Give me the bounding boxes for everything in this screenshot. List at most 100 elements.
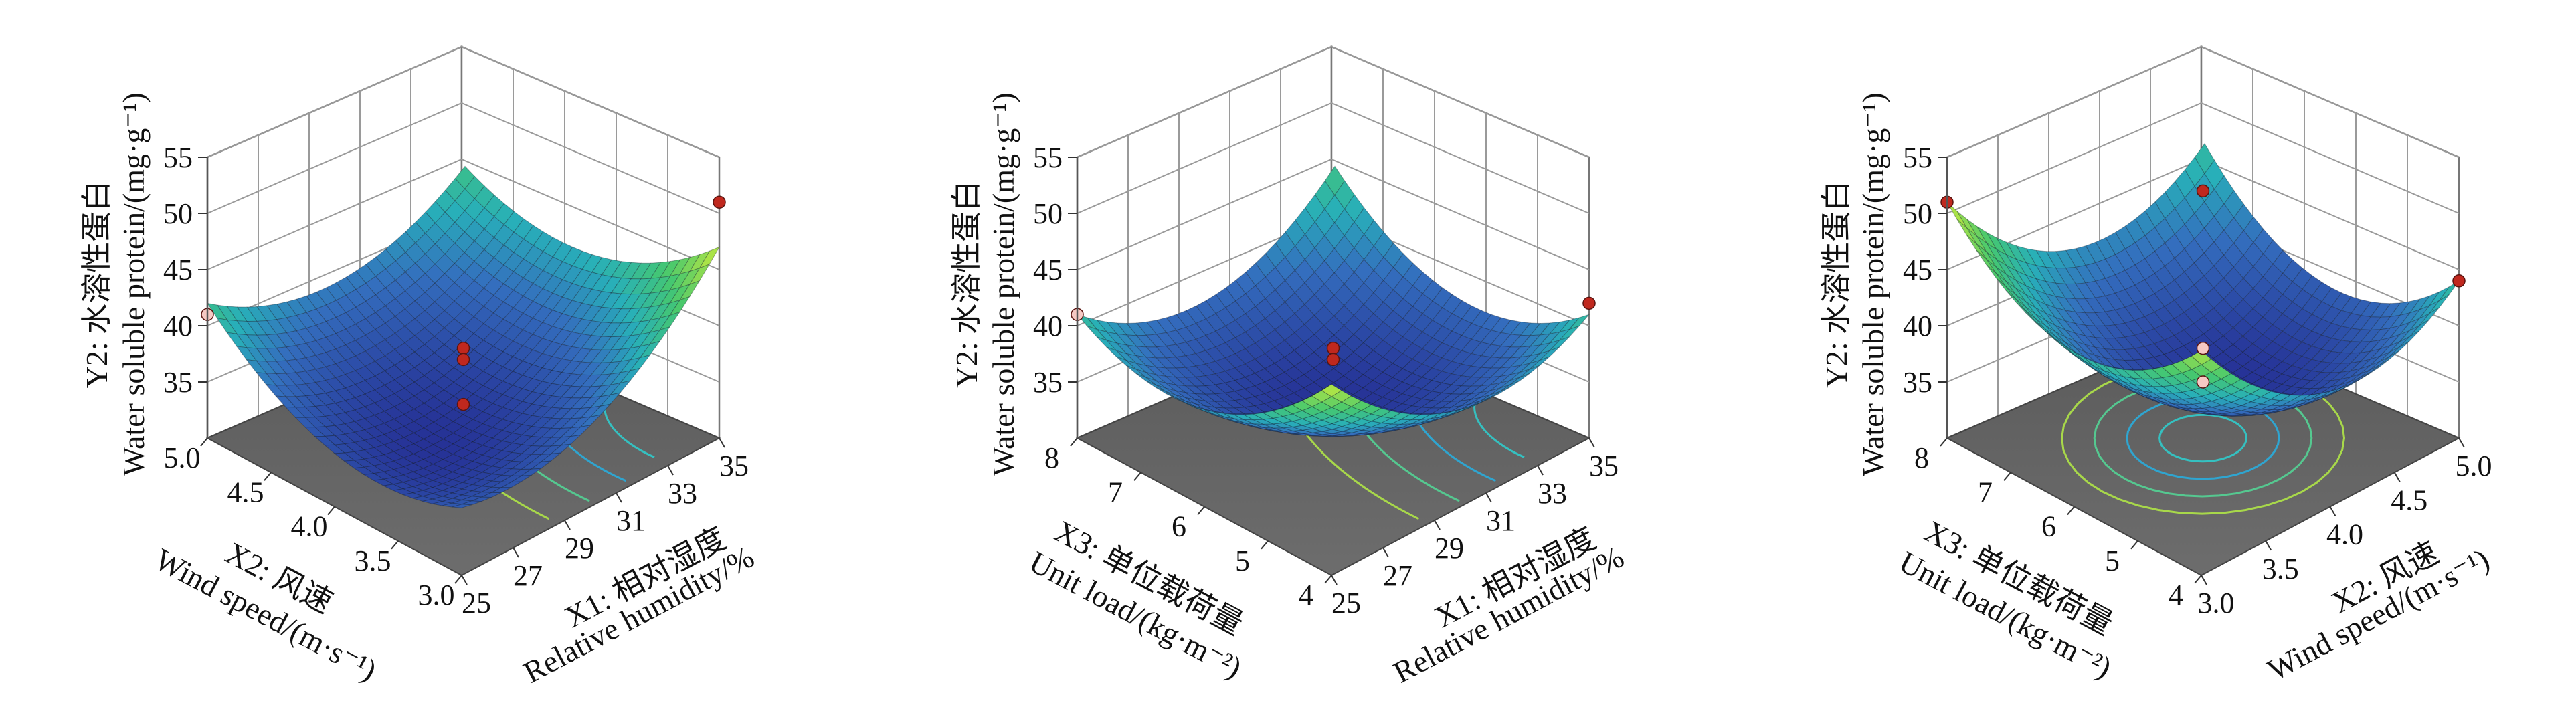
surface-cell bbox=[1156, 332, 1177, 346]
surface-cell bbox=[401, 492, 424, 499]
surface-cell bbox=[1234, 293, 1256, 314]
surface-cell bbox=[569, 425, 591, 437]
surface-cell bbox=[481, 466, 503, 475]
surface-cell bbox=[1371, 427, 1392, 432]
surface-cell bbox=[2241, 414, 2262, 417]
surface-cell bbox=[1234, 377, 1256, 389]
surface-cell bbox=[2114, 306, 2136, 324]
surface-cell bbox=[1360, 404, 1382, 415]
surface-cell bbox=[1224, 416, 1244, 423]
surface-cell bbox=[286, 314, 307, 332]
surface-cell bbox=[1420, 391, 1443, 401]
surface-cell bbox=[335, 400, 356, 413]
surface-cell bbox=[1342, 432, 1362, 436]
contour-line bbox=[2158, 413, 2247, 463]
y-tick-label: 7 bbox=[1978, 476, 1993, 508]
surface-cell bbox=[471, 472, 493, 480]
z-axis-label-en: Water soluble protein/(mg·g⁻¹) bbox=[116, 92, 151, 476]
surface-cell bbox=[2035, 307, 2056, 326]
surface-cell bbox=[552, 261, 573, 280]
surface-cell bbox=[533, 231, 554, 252]
z-tick-label: 35 bbox=[1903, 366, 1932, 399]
x-tick-label: 33 bbox=[668, 477, 697, 510]
surface-cell bbox=[462, 379, 484, 395]
surface-cell bbox=[383, 441, 405, 452]
surface-cell bbox=[2359, 348, 2381, 363]
surface-cell bbox=[2221, 415, 2242, 417]
surface-cell bbox=[411, 490, 434, 497]
surface-cell bbox=[571, 250, 593, 270]
y-tick-label: 5 bbox=[1235, 544, 1250, 577]
y-tick-mark bbox=[264, 472, 272, 481]
surface-cell bbox=[1184, 402, 1205, 412]
surface-cell bbox=[353, 449, 375, 460]
surface-cell bbox=[502, 324, 524, 342]
surface-cell bbox=[600, 392, 622, 407]
surface-cell bbox=[2084, 357, 2104, 371]
surface-cell bbox=[393, 437, 415, 449]
surface-cell bbox=[1323, 272, 1345, 296]
surface-cell bbox=[1175, 342, 1197, 357]
surface-cell bbox=[1253, 403, 1275, 413]
x-tick-mark bbox=[616, 492, 622, 503]
surface-cell bbox=[521, 391, 543, 405]
surface-cell bbox=[580, 396, 602, 409]
surface-cell bbox=[414, 327, 435, 345]
surface-cell bbox=[2349, 350, 2372, 364]
surface-cell bbox=[570, 397, 592, 409]
surface-cell bbox=[659, 299, 681, 319]
surface-cell bbox=[246, 359, 268, 374]
x-tick-label: 35 bbox=[719, 449, 749, 482]
surface-cell bbox=[1262, 410, 1284, 419]
x-tick-mark bbox=[1434, 520, 1441, 530]
surface-cell bbox=[2154, 306, 2175, 325]
x-tick-mark bbox=[667, 465, 674, 476]
surface-cell bbox=[405, 262, 426, 284]
surface-cell bbox=[542, 274, 563, 294]
surface-cell bbox=[571, 348, 592, 363]
surface-cell bbox=[600, 322, 622, 338]
surface-cell bbox=[501, 432, 523, 444]
surface-cell bbox=[561, 283, 583, 301]
design-point bbox=[1326, 353, 1340, 367]
surface-cell bbox=[226, 319, 248, 336]
surface-cell bbox=[1235, 271, 1256, 294]
surface-cell bbox=[392, 474, 414, 483]
surface-cell bbox=[1324, 195, 1346, 223]
surface-cell bbox=[393, 373, 416, 389]
surface-cell bbox=[669, 296, 691, 316]
surface-cell bbox=[464, 260, 485, 281]
surface-cell bbox=[464, 198, 485, 221]
wall-gridline bbox=[1946, 102, 2460, 214]
surface-cell bbox=[1244, 359, 1266, 374]
surface-cell bbox=[2153, 324, 2175, 341]
y-tick-mark bbox=[327, 506, 335, 516]
y-tick-label: 6 bbox=[2041, 510, 2056, 543]
surface-cell bbox=[610, 359, 632, 375]
x-tick-mark bbox=[2458, 437, 2465, 448]
surface-cell bbox=[1370, 407, 1392, 417]
surface-cell bbox=[1165, 393, 1186, 403]
surface-cell bbox=[570, 386, 592, 399]
surface-cell bbox=[1539, 331, 1561, 346]
surface-cell bbox=[620, 308, 642, 324]
surface-cell bbox=[1314, 180, 1336, 210]
surface-cell bbox=[2184, 238, 2205, 264]
surface-cell bbox=[1214, 413, 1234, 421]
surface-cell bbox=[523, 264, 544, 284]
surface-cell bbox=[444, 318, 465, 336]
x-tick-mark bbox=[1382, 547, 1389, 558]
y-tick-label: 4.0 bbox=[291, 510, 328, 543]
surface-cell bbox=[403, 367, 425, 383]
surface-cell bbox=[589, 394, 612, 408]
surface-cell bbox=[355, 264, 377, 284]
surface-cell bbox=[354, 380, 376, 395]
surface-cell bbox=[639, 329, 661, 347]
surface-cell bbox=[413, 375, 435, 391]
surface-cell bbox=[454, 210, 475, 233]
wall-gridline bbox=[207, 102, 720, 214]
surface-cell bbox=[2103, 365, 2124, 377]
surface-cell bbox=[1273, 385, 1295, 398]
surface-cell bbox=[206, 302, 228, 320]
